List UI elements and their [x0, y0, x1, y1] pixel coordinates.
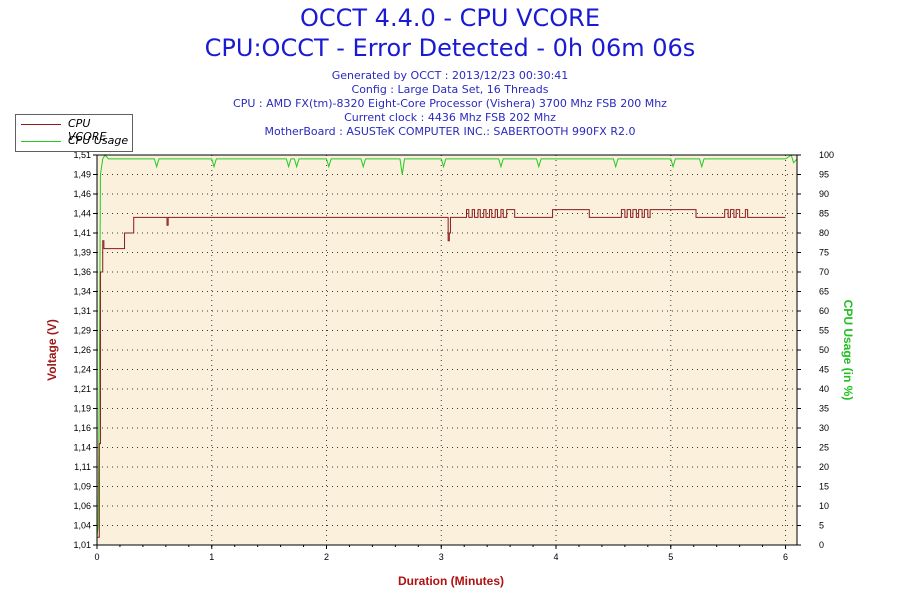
y-tick-label: 1,41	[73, 228, 91, 238]
legend-label-cpu-vcore: CPU VCORE	[68, 117, 107, 143]
chart-subtitle: CPU:OCCT - Error Detected - 0h 06m 06s	[204, 34, 696, 62]
y2-tick-label: 80	[819, 228, 829, 238]
legend-item-cpu-usage: CPU Usage	[16, 133, 132, 150]
y2-tick-label: 45	[819, 365, 829, 375]
y-tick-label: 1,51	[73, 150, 91, 160]
y2-tick-label: 60	[819, 306, 829, 316]
x-tick-label: 3	[439, 552, 444, 562]
y2-tick-label: 100	[819, 150, 834, 160]
y-tick-label: 1,14	[73, 443, 91, 453]
x-tick-label: 5	[668, 552, 673, 562]
y-tick-label: 1,46	[73, 189, 91, 199]
x-tick-label: 2	[324, 552, 329, 562]
y-tick-label: 1,29	[73, 326, 91, 336]
info-cpu: CPU : AMD FX(tm)-8320 Eight-Core Process…	[233, 97, 667, 110]
y-tick-label: 1,09	[73, 482, 91, 492]
y2-tick-label: 55	[819, 326, 829, 336]
y-tick-label: 1,06	[73, 501, 91, 511]
y2-tick-label: 75	[819, 248, 829, 258]
y-tick-label: 1,39	[73, 248, 91, 258]
y-tick-label: 1,34	[73, 287, 91, 297]
x-tick-label: 6	[783, 552, 788, 562]
y-axis-label: Voltage (V)	[45, 319, 59, 381]
plot-border	[96, 154, 798, 546]
chart-title: OCCT 4.4.0 - CPU VCORE	[299, 4, 600, 32]
series-line-cpu-vcore	[97, 209, 786, 538]
y2-tick-label: 30	[819, 423, 829, 433]
y2-axis-label: CPU Usage (in %)	[841, 300, 855, 401]
y-tick-label: 1,11	[74, 462, 91, 472]
y2-tick-label: 65	[819, 287, 829, 297]
legend-label-cpu-usage: CPU Usage	[68, 134, 129, 147]
y2-tick-label: 35	[819, 404, 829, 414]
legend-item-cpu-vcore: CPU VCORE	[16, 116, 132, 143]
y-tick-label: 1,31	[73, 306, 91, 316]
y-tick-label: 1,16	[73, 423, 91, 433]
legend-swatch-cpu-usage	[21, 141, 61, 142]
y2-tick-label: 25	[819, 443, 829, 453]
y2-tick-label: 0	[819, 540, 824, 550]
y-tick-label: 1,04	[73, 521, 91, 531]
y-tick-label: 1,36	[73, 267, 91, 277]
y-tick-label: 1,26	[73, 345, 91, 355]
y-tick-label: 1,49	[73, 170, 91, 180]
y2-tick-label: 90	[819, 189, 829, 199]
x-tick-label: 4	[554, 552, 559, 562]
y2-tick-label: 85	[819, 209, 829, 219]
y2-tick-label: 50	[819, 345, 829, 355]
x-axis-label: Duration (Minutes)	[398, 574, 504, 588]
y2-tick-label: 70	[819, 267, 829, 277]
info-generated: Generated by OCCT : 2013/12/23 00:30:41	[331, 69, 569, 82]
legend: CPU VCORE CPU Usage	[15, 114, 133, 152]
x-tick-label: 0	[94, 552, 99, 562]
y2-tick-label: 20	[819, 462, 829, 472]
grid	[97, 155, 797, 545]
y2-tick-label: 5	[819, 521, 824, 531]
y-tick-label: 1,21	[73, 384, 91, 394]
axis-ticks: 1,01 1,04 1,06 1,09 1,11 1,14 1,16 1,19 1,21 1,24…	[73, 150, 834, 562]
y-tick-label: 1,24	[73, 365, 91, 375]
info-config: Config : Large Data Set, 16 Threads	[351, 83, 549, 96]
info-clock: Current clock : 4436 Mhz FSB 202 Mhz	[344, 111, 556, 124]
y-tick-label: 1,19	[73, 404, 91, 414]
y2-tick-label: 10	[819, 501, 829, 511]
y2-tick-label: 40	[819, 384, 829, 394]
y2-tick-label: 95	[819, 170, 829, 180]
legend-swatch-cpu-vcore	[21, 124, 61, 125]
info-motherboard: MotherBoard : ASUSTeK COMPUTER INC.: SAB…	[264, 125, 636, 138]
y-tick-label: 1,44	[73, 209, 91, 219]
x-tick-label: 1	[209, 552, 214, 562]
y-tick-label: 1,01	[73, 540, 91, 550]
y2-tick-label: 15	[819, 482, 829, 492]
series-line-cpu-usage	[96, 154, 798, 538]
